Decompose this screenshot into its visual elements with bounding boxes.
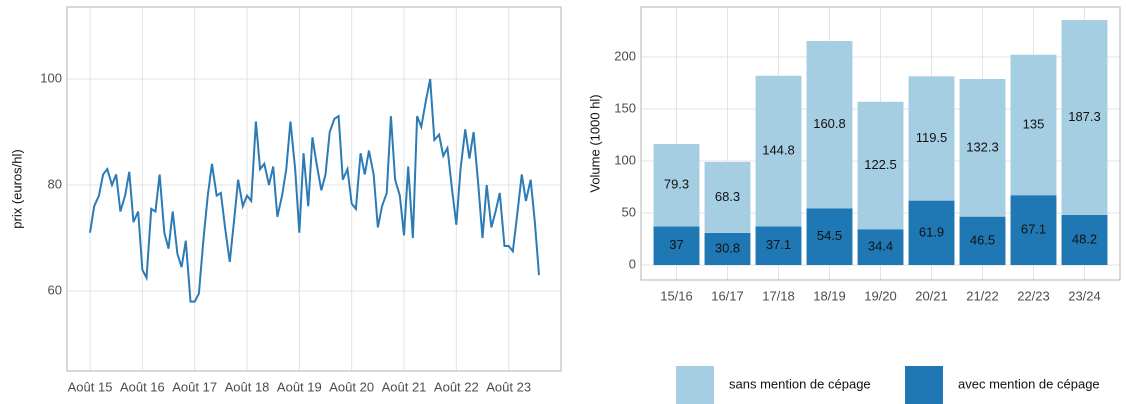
y-tick-label: 0 xyxy=(629,256,636,271)
legend-label: avec mention de cépage xyxy=(958,376,1100,391)
x-tick-label: 23/24 xyxy=(1068,288,1101,303)
bar-segment xyxy=(857,229,904,266)
bar-segment xyxy=(1010,54,1057,196)
bar-segment xyxy=(908,200,955,266)
y-axis-label: prix (euros/hl) xyxy=(9,149,24,228)
data-label: 160.8 xyxy=(813,116,846,131)
data-label: 46.5 xyxy=(970,232,995,247)
data-label: 48.2 xyxy=(1072,231,1097,246)
data-label: 61.9 xyxy=(919,224,944,239)
x-tick-label: Août 19 xyxy=(277,379,322,394)
data-label: 132.3 xyxy=(966,139,999,154)
x-tick-label: 20/21 xyxy=(915,288,948,303)
data-label: 119.5 xyxy=(916,130,948,145)
bar-segment xyxy=(1061,214,1108,266)
bar-segment xyxy=(653,226,700,266)
x-tick-label: 21/22 xyxy=(966,288,999,303)
y-tick-label: 60 xyxy=(48,282,62,297)
bar-segment xyxy=(908,76,955,201)
bar-segment xyxy=(704,232,751,266)
data-label: 122.5 xyxy=(864,157,897,172)
price-line xyxy=(89,78,541,303)
y-tick-label: 100 xyxy=(614,152,636,167)
plot-frame xyxy=(66,6,562,372)
bar-segment xyxy=(806,41,853,209)
x-tick-label: 17/18 xyxy=(762,288,795,303)
x-tick-label: Août 18 xyxy=(225,379,270,394)
data-label: 144.8 xyxy=(762,143,795,158)
x-tick-label: 16/17 xyxy=(711,288,744,303)
x-tick-label: Août 20 xyxy=(329,379,374,394)
bar-segment xyxy=(1010,195,1057,266)
bar-segment xyxy=(755,75,802,227)
x-tick-label: 19/20 xyxy=(864,288,897,303)
x-tick-label: 15/16 xyxy=(660,288,693,303)
x-tick-label: Août 15 xyxy=(68,379,113,394)
y-tick-label: 150 xyxy=(614,100,636,115)
data-label: 135 xyxy=(1023,116,1045,131)
y-tick-label: 100 xyxy=(40,70,62,85)
bar-segment xyxy=(653,144,700,227)
data-label: 68.3 xyxy=(715,189,740,204)
bar-segment xyxy=(959,216,1006,266)
legend-swatch xyxy=(905,366,943,404)
bar-segment xyxy=(806,208,853,266)
data-label: 67.1 xyxy=(1021,222,1046,237)
x-tick-label: Août 22 xyxy=(434,379,479,394)
data-label: 79.3 xyxy=(664,177,689,192)
data-label: 187.3 xyxy=(1068,109,1101,124)
x-tick-label: 18/19 xyxy=(813,288,846,303)
x-tick-label: Août 17 xyxy=(172,379,217,394)
bar-segment xyxy=(1061,20,1108,215)
y-tick-label: 50 xyxy=(622,204,636,219)
legend-label: sans mention de cépage xyxy=(729,376,871,391)
bar-segment xyxy=(959,78,1006,217)
y-axis-label: Volume (1000 hl) xyxy=(587,94,602,192)
x-tick-label: Août 23 xyxy=(486,379,531,394)
data-label: 54.5 xyxy=(817,228,842,243)
data-label: 37.1 xyxy=(766,237,791,252)
legend-swatch xyxy=(676,366,714,404)
data-label: 34.4 xyxy=(868,239,893,254)
bar-segment xyxy=(704,161,751,233)
plot-frame xyxy=(640,6,1121,281)
bar-segment xyxy=(857,101,904,230)
data-label: 30.8 xyxy=(715,240,740,255)
bar-segment xyxy=(755,226,802,266)
data-label: 37 xyxy=(669,237,683,252)
y-tick-label: 200 xyxy=(614,48,636,63)
x-tick-label: 22/23 xyxy=(1017,288,1050,303)
x-tick-label: Août 21 xyxy=(382,379,427,394)
y-tick-label: 80 xyxy=(48,176,62,191)
x-tick-label: Août 16 xyxy=(120,379,165,394)
